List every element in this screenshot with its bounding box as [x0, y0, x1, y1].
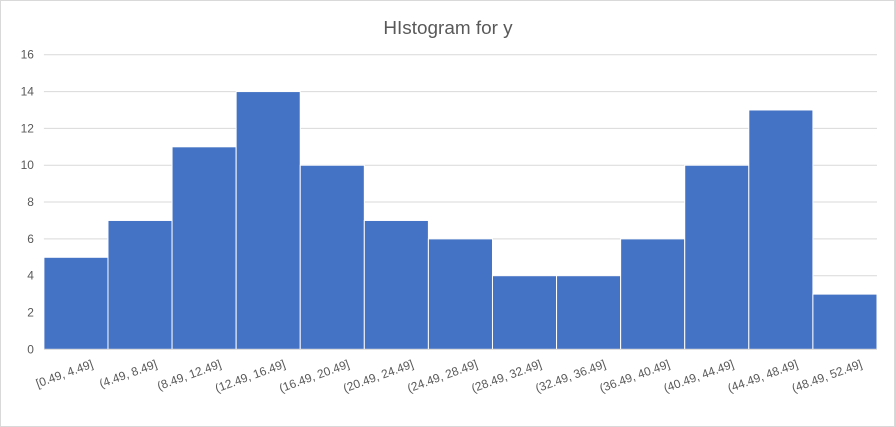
- histogram-bar: [812, 293, 878, 350]
- y-tick-label: 16: [21, 48, 35, 62]
- x-tick-label: (36.49, 40.49]: [598, 357, 672, 395]
- bars: [43, 91, 878, 350]
- x-tick-label: (20.49, 24.49]: [341, 357, 415, 395]
- y-tick-label: 8: [27, 195, 34, 209]
- x-tick-label: (16.49, 20.49]: [277, 357, 351, 395]
- histogram-bar: [235, 91, 301, 350]
- y-tick-label: 0: [27, 342, 34, 356]
- y-tick-label: 12: [21, 121, 35, 135]
- histogram-bar: [427, 238, 493, 350]
- y-axis: 0 2 4 6 8 10 12 14 16: [21, 48, 35, 357]
- histogram-bar: [748, 109, 814, 350]
- y-tick-label: 10: [21, 158, 35, 172]
- y-tick-label: 4: [27, 269, 34, 283]
- x-tick-label: (28.49, 32.49]: [469, 357, 543, 395]
- histogram-bar: [299, 164, 365, 350]
- histogram-bar: [363, 219, 429, 350]
- x-tick-label: (40.49, 44.49]: [662, 357, 736, 395]
- histogram-bar: [556, 275, 622, 350]
- histogram-bar: [43, 256, 109, 350]
- histogram-bar: [620, 238, 686, 350]
- x-tick-label: (32.49, 36.49]: [534, 357, 608, 395]
- x-tick-label: [0.49, 4.49]: [34, 357, 95, 391]
- y-tick-label: 6: [27, 232, 34, 246]
- x-tick-label: (8.49, 12.49]: [155, 357, 223, 393]
- x-axis: [0.49, 4.49] (4.49, 8.49](8.49, 12.49](12…: [34, 357, 864, 395]
- x-tick-label: (4.49, 8.49]: [97, 357, 159, 391]
- histogram-bar: [107, 219, 173, 350]
- x-tick-label: (44.49, 48.49]: [726, 357, 800, 395]
- chart-title: HIstogram for y: [383, 18, 513, 39]
- histogram-bar: [171, 146, 237, 350]
- y-tick-label: 14: [21, 85, 35, 99]
- y-tick-label: 2: [27, 306, 34, 320]
- histogram-bar: [684, 164, 750, 350]
- x-tick-label: (48.49, 52.49]: [790, 357, 864, 395]
- x-tick-label: (12.49, 16.49]: [213, 357, 287, 395]
- x-tick-label: (24.49, 28.49]: [405, 357, 479, 395]
- histogram-bar: [491, 275, 558, 350]
